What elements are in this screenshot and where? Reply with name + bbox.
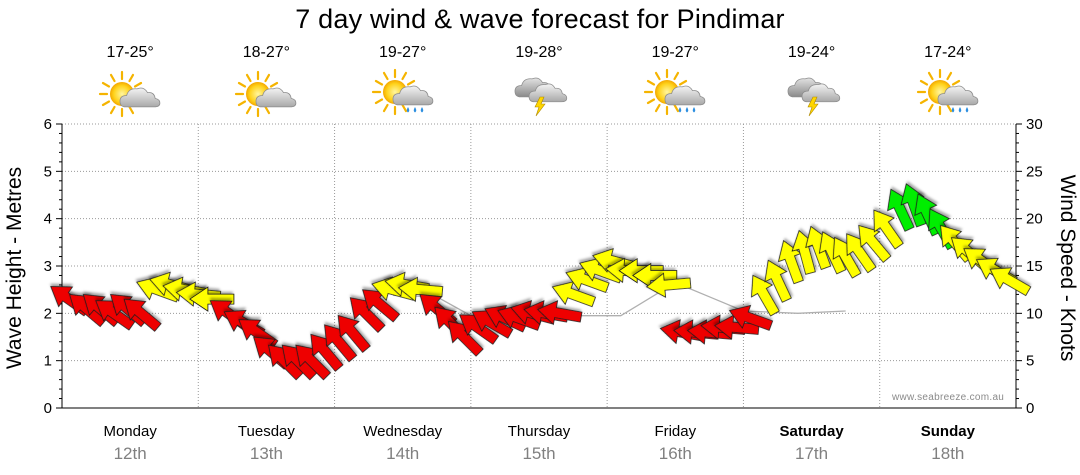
day-name-label: Friday <box>654 423 696 440</box>
right-tick-label: 5 <box>1026 353 1034 370</box>
right-tick-label: 25 <box>1026 163 1043 180</box>
wind-arrow <box>349 297 386 333</box>
day-name-label: Wednesday <box>363 423 442 440</box>
partly-cloudy-icon <box>235 70 297 118</box>
sun-shower-icon <box>916 68 979 116</box>
temperature-range: 19-24° <box>787 44 836 61</box>
day-date-label: 15th <box>522 444 555 463</box>
day-name-label: Saturday <box>779 423 844 440</box>
day-name-label: Tuesday <box>238 423 295 440</box>
day-date-label: 17th <box>795 444 828 463</box>
right-axis-title: Wind Speed - Knots <box>1056 175 1079 362</box>
credit-text: www.seabreeze.com.au <box>891 392 1004 403</box>
wind-arrow <box>632 262 678 289</box>
day-date-label: 12th <box>114 444 147 463</box>
wind-arrow <box>459 314 500 345</box>
left-tick-label: 1 <box>44 353 52 370</box>
wind-arrow <box>189 286 235 312</box>
wind-arrow <box>764 259 792 303</box>
wind-arrow <box>832 236 862 279</box>
left-tick-label: 4 <box>44 211 52 228</box>
wind-arrow <box>447 320 484 357</box>
left-tick-label: 6 <box>44 116 52 133</box>
wave-height-line <box>393 281 846 317</box>
day-name-label: Monday <box>103 423 157 440</box>
wind-arrow <box>537 300 583 326</box>
left-axis-title: Wave Height - Metres <box>3 167 26 369</box>
right-tick-label: 30 <box>1026 116 1043 133</box>
left-tick-label: 0 <box>44 400 52 417</box>
wind-arrow <box>337 314 371 353</box>
wind-arrow <box>295 344 332 381</box>
temperature-range: 19-28° <box>515 44 563 61</box>
right-tick-label: 20 <box>1026 211 1043 228</box>
day-name-label: Thursday <box>508 423 571 440</box>
right-tick-label: 15 <box>1026 258 1043 275</box>
axis-labels: 0 1 2 3 4 5 6 0 5 10 15 20 25 30 Wave Height - Metres W… <box>3 116 1079 463</box>
wind-arrow <box>471 309 514 339</box>
sun-shower-icon <box>371 68 433 116</box>
day-date-label: 13th <box>250 444 283 463</box>
wind-arrow <box>551 281 596 308</box>
right-tick-label: 10 <box>1026 305 1043 322</box>
storm-icon <box>787 77 840 117</box>
wind-arrow <box>858 224 892 263</box>
wind-arrow <box>989 267 1032 297</box>
temperature-range: 17-25° <box>106 44 154 61</box>
wind-arrow <box>873 209 904 250</box>
wind-arrow <box>362 289 401 323</box>
wind-arrow <box>777 239 804 285</box>
wave-height-series <box>393 281 846 317</box>
storm-icon <box>514 77 568 117</box>
wind-arrow <box>397 276 444 303</box>
sun-shower-icon <box>644 68 706 116</box>
wind-arrow <box>645 272 692 298</box>
day-name-label: Sunday <box>921 423 976 440</box>
partly-cloudy-icon <box>99 70 161 118</box>
right-tick-label: 0 <box>1026 400 1034 417</box>
chart-title: 7 day wind & wave forecast for Pindimar <box>295 4 785 34</box>
temperature-range: 17-24° <box>924 44 972 61</box>
left-tick-label: 3 <box>44 258 52 275</box>
wind-arrow <box>310 333 344 372</box>
wind-arrow <box>565 266 610 293</box>
wind-arrow <box>751 274 780 317</box>
wind-arrow <box>324 324 358 363</box>
temperature-range: 19-27° <box>379 44 427 61</box>
temperature-range: 19-27° <box>651 44 699 61</box>
wind-arrow <box>728 304 774 331</box>
day-date-label: 14th <box>386 444 419 463</box>
wind-arrow-series <box>50 183 1032 381</box>
left-tick-label: 2 <box>44 305 52 322</box>
wind-arrow <box>123 298 162 332</box>
wind-arrow <box>846 233 877 274</box>
day-date-label: 18th <box>931 444 964 463</box>
temperature-range: 18-27° <box>242 44 291 61</box>
left-tick-label: 5 <box>44 163 52 180</box>
day-date-label: 16th <box>659 444 692 463</box>
